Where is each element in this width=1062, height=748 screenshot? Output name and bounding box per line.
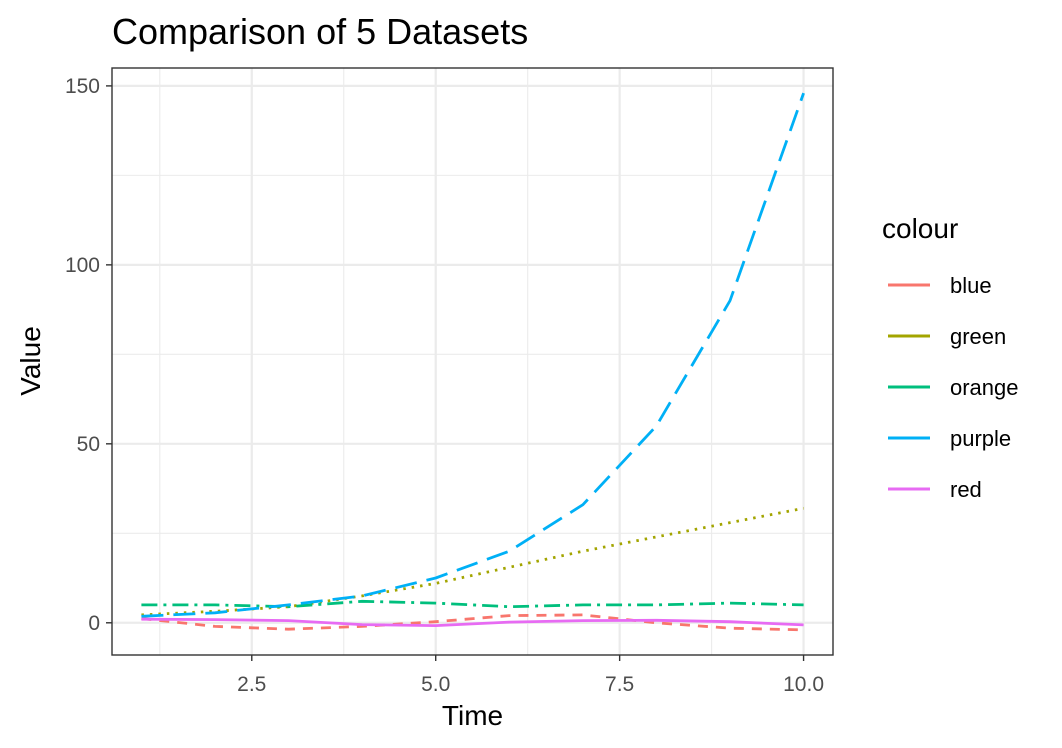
y-axis-title: Value [15, 326, 46, 396]
x-axis: 2.5 5.0 7.5 10.0 [237, 655, 824, 696]
legend-label-green: green [950, 324, 1006, 349]
legend-title: colour [882, 213, 958, 244]
chart-title: Comparison of 5 Datasets [112, 11, 528, 52]
x-tick-label: 7.5 [605, 673, 634, 696]
series-line-purple [141, 92, 805, 618]
y-tick-label: 50 [77, 433, 100, 456]
x-tick-label: 2.5 [237, 673, 266, 696]
series-lines [141, 92, 805, 632]
y-tick-label: 100 [65, 254, 100, 277]
series-line-orange [141, 599, 804, 609]
major-gridlines [112, 68, 833, 655]
legend-item-green: green [888, 324, 1006, 349]
series-line-blue [141, 613, 804, 632]
legend-label-blue: blue [950, 273, 992, 298]
x-tick-label: 5.0 [421, 673, 450, 696]
y-tick-label: 0 [88, 612, 100, 635]
plot-panel [111, 67, 834, 656]
legend-label-purple: purple [950, 426, 1011, 451]
series-line-green [141, 506, 804, 617]
series-line-red [141, 617, 804, 627]
legend-item-blue: blue [888, 273, 992, 298]
legend-label-orange: orange [950, 375, 1019, 400]
minor-gridlines [112, 68, 833, 655]
legend: colour blue green orange purple red [882, 213, 1019, 502]
legend-item-red: red [888, 477, 982, 502]
x-tick-label: 10.0 [783, 673, 824, 696]
legend-item-orange: orange [888, 375, 1019, 400]
legend-label-red: red [950, 477, 982, 502]
y-tick-label: 150 [65, 75, 100, 98]
y-axis: 0 50 100 150 [65, 75, 112, 635]
x-axis-title: Time [442, 700, 503, 731]
legend-item-purple: purple [888, 426, 1011, 451]
